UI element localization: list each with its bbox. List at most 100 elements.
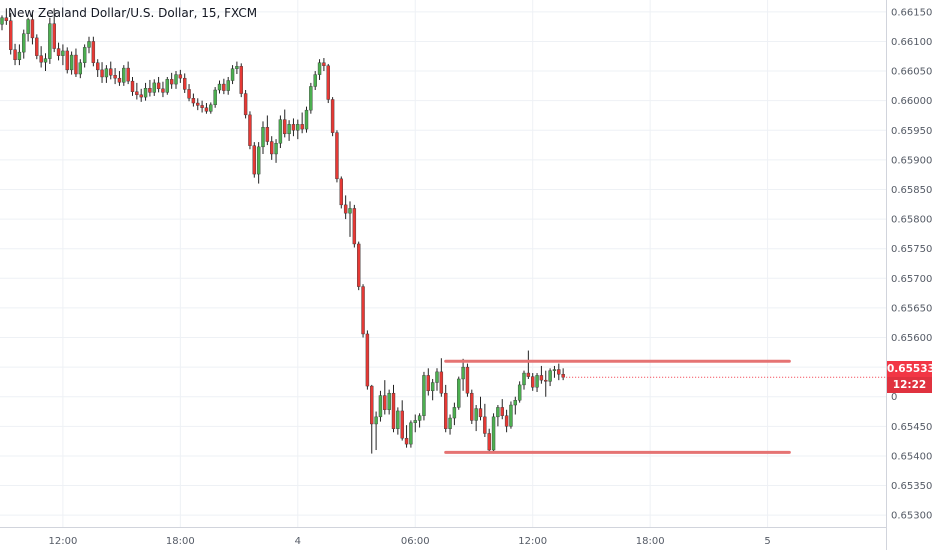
candle-body-down bbox=[117, 77, 122, 83]
candle bbox=[252, 142, 257, 178]
candle bbox=[335, 130, 339, 183]
candle-body-up bbox=[87, 41, 91, 48]
y-tick-label: 0.65450 bbox=[891, 422, 932, 433]
channel-lines[interactable] bbox=[444, 359, 791, 454]
candle-body-up bbox=[374, 416, 378, 425]
candle bbox=[444, 384, 448, 433]
y-tick-label: 0.65350 bbox=[891, 481, 932, 492]
candle-body-down bbox=[126, 67, 130, 82]
candle bbox=[400, 400, 404, 441]
candle-body-down bbox=[426, 375, 430, 392]
candle-body-up bbox=[213, 89, 217, 106]
candle-body-up bbox=[309, 86, 313, 111]
candle bbox=[283, 109, 287, 138]
candle bbox=[352, 204, 357, 248]
x-tick-label: 12:00 bbox=[518, 536, 547, 547]
candle-body-up bbox=[296, 124, 300, 131]
candle bbox=[109, 61, 113, 80]
candle-body-up bbox=[261, 127, 265, 148]
candle-body-up bbox=[522, 372, 526, 386]
candle bbox=[513, 396, 517, 415]
candle-body-down bbox=[109, 68, 113, 76]
candle-body-up bbox=[165, 79, 170, 93]
y-tick-label: 0.65400 bbox=[891, 451, 932, 462]
candle-body-down bbox=[361, 286, 365, 335]
x-tick-label: 4 bbox=[295, 536, 301, 547]
candle-body-up bbox=[287, 124, 291, 135]
y-tick-label: 0.65750 bbox=[891, 244, 932, 255]
candle-body-up bbox=[413, 420, 417, 423]
candle-body-down bbox=[557, 369, 561, 375]
candle-body-down bbox=[222, 83, 226, 91]
candle-body-down bbox=[35, 37, 39, 56]
candle-body-down bbox=[139, 94, 143, 98]
candle-body-up bbox=[22, 33, 26, 53]
candle-body-up bbox=[378, 395, 383, 418]
candle-body-up bbox=[61, 50, 65, 56]
chart-title: New Zealand Dollar/U.S. Dollar, 15, FXCM bbox=[8, 6, 258, 20]
candle-body-up bbox=[217, 83, 222, 91]
candle-body-down bbox=[470, 392, 474, 421]
candle bbox=[439, 358, 444, 397]
candle bbox=[452, 402, 457, 426]
candle-body-up bbox=[422, 375, 426, 416]
y-tick-label: 0.65650 bbox=[891, 303, 932, 314]
candle bbox=[130, 76, 135, 96]
candle bbox=[404, 425, 409, 448]
candle-body-up bbox=[435, 371, 439, 383]
candle-body-down bbox=[335, 132, 339, 180]
candle-body-up bbox=[82, 47, 87, 63]
grid bbox=[0, 0, 886, 527]
candle-body-down bbox=[56, 48, 61, 56]
candle bbox=[430, 378, 435, 401]
candle-body-down bbox=[370, 385, 374, 425]
candle bbox=[339, 176, 343, 209]
candle bbox=[422, 371, 426, 421]
candle bbox=[296, 119, 300, 140]
candle bbox=[161, 81, 165, 98]
bar-countdown-tag: 12:22 bbox=[887, 377, 932, 393]
candle-body-up bbox=[348, 208, 352, 214]
candle-body-down bbox=[404, 437, 409, 445]
candle bbox=[383, 380, 387, 415]
candle-body-down bbox=[74, 54, 78, 75]
candle bbox=[148, 79, 152, 97]
candle bbox=[235, 61, 239, 75]
candle bbox=[74, 48, 78, 77]
candle-body-down bbox=[30, 19, 35, 39]
candle bbox=[387, 389, 391, 415]
candle-body-up bbox=[317, 62, 322, 75]
y-tick-label: 0.66150 bbox=[891, 7, 932, 18]
candle bbox=[204, 103, 209, 114]
candle bbox=[213, 87, 217, 108]
candle-body-up bbox=[143, 88, 148, 98]
candle-body-up bbox=[409, 422, 413, 445]
candle-body-down bbox=[343, 204, 348, 214]
candle bbox=[474, 405, 478, 432]
candle bbox=[126, 61, 130, 85]
candle bbox=[17, 44, 22, 66]
candle-body-down bbox=[196, 102, 200, 106]
candle bbox=[461, 358, 465, 391]
y-tick-label: 0.65800 bbox=[891, 215, 932, 226]
candle-body-down bbox=[383, 395, 387, 410]
candle-body-down bbox=[52, 23, 56, 49]
candle bbox=[396, 407, 400, 435]
candle-body-up bbox=[256, 146, 261, 175]
candle bbox=[357, 241, 361, 291]
candle bbox=[22, 29, 26, 59]
y-tick-label: 0 bbox=[891, 392, 897, 403]
candle-body-up bbox=[548, 370, 552, 382]
candle bbox=[191, 93, 196, 107]
candle bbox=[317, 59, 322, 80]
candle-body-down bbox=[487, 433, 491, 451]
candle-body-down bbox=[182, 77, 187, 90]
candle bbox=[487, 428, 491, 454]
candle bbox=[557, 363, 561, 381]
candle bbox=[300, 112, 304, 134]
candle-body-down bbox=[439, 371, 444, 394]
candle-body-up bbox=[226, 80, 230, 91]
candle-body-up bbox=[491, 416, 496, 451]
